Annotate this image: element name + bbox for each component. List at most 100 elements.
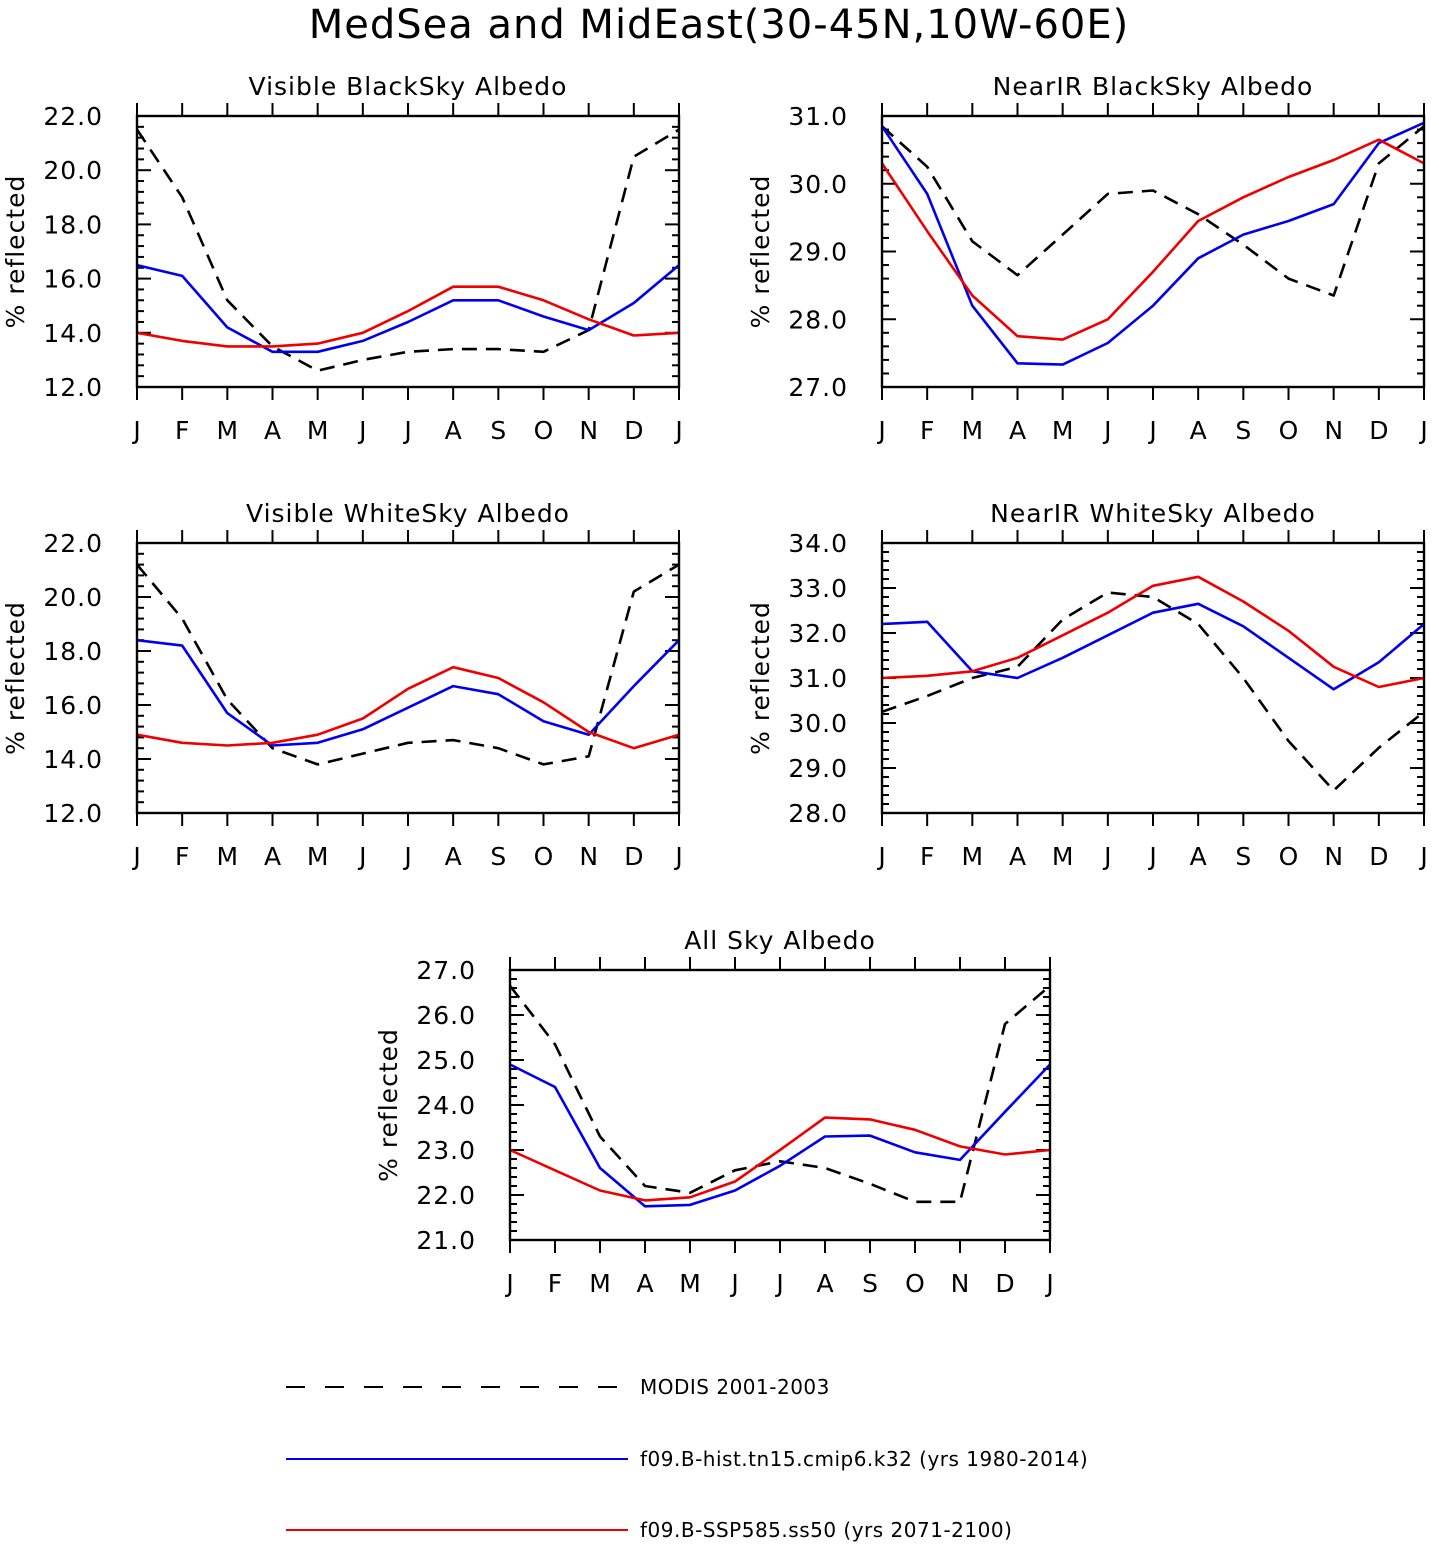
panel-title: NearIR BlackSky Albedo: [993, 72, 1314, 101]
x-tick-label: S: [862, 1269, 878, 1298]
panel-title: All Sky Albedo: [684, 926, 876, 955]
series-line-hist: [136, 263, 680, 354]
y-tick-label: 27.0: [788, 373, 848, 402]
y-tick-label: 25.0: [416, 1046, 476, 1075]
y-tick-label: 18.0: [43, 637, 103, 666]
y-tick-label: 18.0: [43, 210, 103, 239]
y-tick-label: 34.0: [788, 529, 848, 558]
legend: MODIS 2001-2003 f09.B-hist.tn15.cmip6.k3…: [286, 1375, 1088, 1542]
x-tick-label: O: [1279, 842, 1299, 871]
x-tick-label: A: [264, 842, 281, 871]
x-tick-label: M: [589, 1269, 611, 1298]
x-tick-label: F: [920, 416, 934, 445]
y-tick-label: 21.0: [416, 1226, 476, 1255]
panel-title: NearIR WhiteSky Albedo: [990, 499, 1316, 528]
series-line-modis: [508, 984, 1051, 1204]
x-tick-label: J: [131, 842, 140, 871]
x-tick-label: F: [548, 1269, 562, 1298]
y-axis-label: % reflected: [1, 175, 30, 329]
x-tick-label: M: [217, 416, 239, 445]
y-axis-label: % reflected: [1, 601, 30, 755]
x-tick-label: J: [357, 416, 366, 445]
x-tick-label: O: [534, 416, 554, 445]
legend-label-hist: f09.B-hist.tn15.cmip6.k32 (yrs 1980-2014…: [640, 1447, 1088, 1471]
x-tick-label: J: [774, 1269, 783, 1298]
x-tick-label: N: [579, 416, 598, 445]
y-tick-label: 31.0: [788, 664, 848, 693]
legend-label-ssp: f09.B-SSP585.ss50 (yrs 2071-2100): [640, 1518, 1012, 1542]
series-line-ssp: [881, 575, 1425, 689]
x-tick-label: J: [1147, 416, 1156, 445]
y-axis-label: % reflected: [746, 601, 775, 755]
x-tick-label: A: [816, 1269, 833, 1298]
series-line-ssp: [880, 138, 1425, 341]
series-line-hist: [881, 602, 1425, 691]
x-tick-label: D: [995, 1269, 1014, 1298]
x-tick-label: O: [534, 842, 554, 871]
x-tick-label: O: [905, 1269, 925, 1298]
plot-frame: [508, 968, 1052, 1242]
y-tick-label: 22.0: [416, 1181, 476, 1210]
y-tick-label: 32.0: [788, 619, 848, 648]
y-axis-label: % reflected: [374, 1028, 403, 1182]
x-tick-label: M: [1052, 416, 1074, 445]
x-tick-label: F: [175, 416, 189, 445]
x-tick-label: N: [1324, 842, 1343, 871]
x-tick-label: M: [962, 842, 984, 871]
series-line-modis: [881, 125, 1425, 297]
y-tick-label: 16.0: [43, 265, 103, 294]
series-line-modis: [135, 128, 680, 373]
y-tick-label: 14.0: [43, 319, 103, 348]
y-tick-label: 28.0: [788, 305, 848, 334]
x-tick-label: J: [673, 416, 682, 445]
y-tick-label: 28.0: [788, 799, 848, 828]
x-tick-label: J: [1418, 416, 1427, 445]
x-tick-label: F: [920, 842, 934, 871]
x-tick-label: S: [490, 842, 506, 871]
x-tick-label: A: [445, 416, 462, 445]
x-tick-label: J: [729, 1269, 738, 1298]
y-tick-label: 29.0: [788, 238, 848, 267]
series-line-hist: [136, 638, 680, 747]
x-tick-label: J: [1418, 842, 1427, 871]
x-tick-label: D: [624, 416, 643, 445]
x-tick-label: J: [131, 416, 140, 445]
x-tick-label: J: [876, 416, 885, 445]
y-tick-label: 22.0: [43, 102, 103, 131]
y-tick-label: 16.0: [43, 691, 103, 720]
x-tick-label: N: [579, 842, 598, 871]
y-tick-label: 24.0: [416, 1091, 476, 1120]
y-tick-label: 31.0: [788, 102, 848, 131]
plot-frame: [880, 541, 1426, 815]
x-tick-label: S: [1235, 842, 1251, 871]
x-tick-label: D: [1369, 416, 1388, 445]
x-tick-label: J: [673, 842, 682, 871]
series-line-hist: [509, 1063, 1051, 1208]
main-title: MedSea and MidEast(30-45N,10W-60E): [309, 2, 1130, 48]
x-tick-label: J: [876, 842, 885, 871]
y-tick-label: 30.0: [788, 709, 848, 738]
x-tick-label: A: [1009, 842, 1026, 871]
panel-nearir-blacksky-albedo: NearIR BlackSky Albedo % reflected 27.0 28.…: [746, 72, 1428, 445]
x-tick-label: O: [1279, 416, 1299, 445]
x-tick-label: J: [504, 1269, 513, 1298]
x-tick-label: J: [402, 842, 411, 871]
y-tick-label: 23.0: [416, 1136, 476, 1165]
y-tick-label: 20.0: [43, 156, 103, 185]
x-tick-label: A: [1190, 416, 1207, 445]
x-tick-label: A: [445, 842, 462, 871]
y-tick-label: 22.0: [43, 529, 103, 558]
x-tick-label: J: [357, 842, 366, 871]
y-axis-label: % reflected: [746, 175, 775, 329]
y-tick-label: 27.0: [416, 956, 476, 985]
x-tick-label: J: [1102, 416, 1111, 445]
x-tick-label: A: [1190, 842, 1207, 871]
panel-visible-whitesky-albedo: Visible WhiteSky Albedo % reflected 12.0 14…: [1, 499, 683, 871]
series-line-hist: [880, 121, 1425, 366]
x-tick-label: A: [1009, 416, 1026, 445]
x-tick-label: S: [1235, 416, 1251, 445]
x-tick-label: A: [636, 1269, 653, 1298]
series-line-modis: [136, 563, 680, 766]
x-tick-label: N: [951, 1269, 970, 1298]
